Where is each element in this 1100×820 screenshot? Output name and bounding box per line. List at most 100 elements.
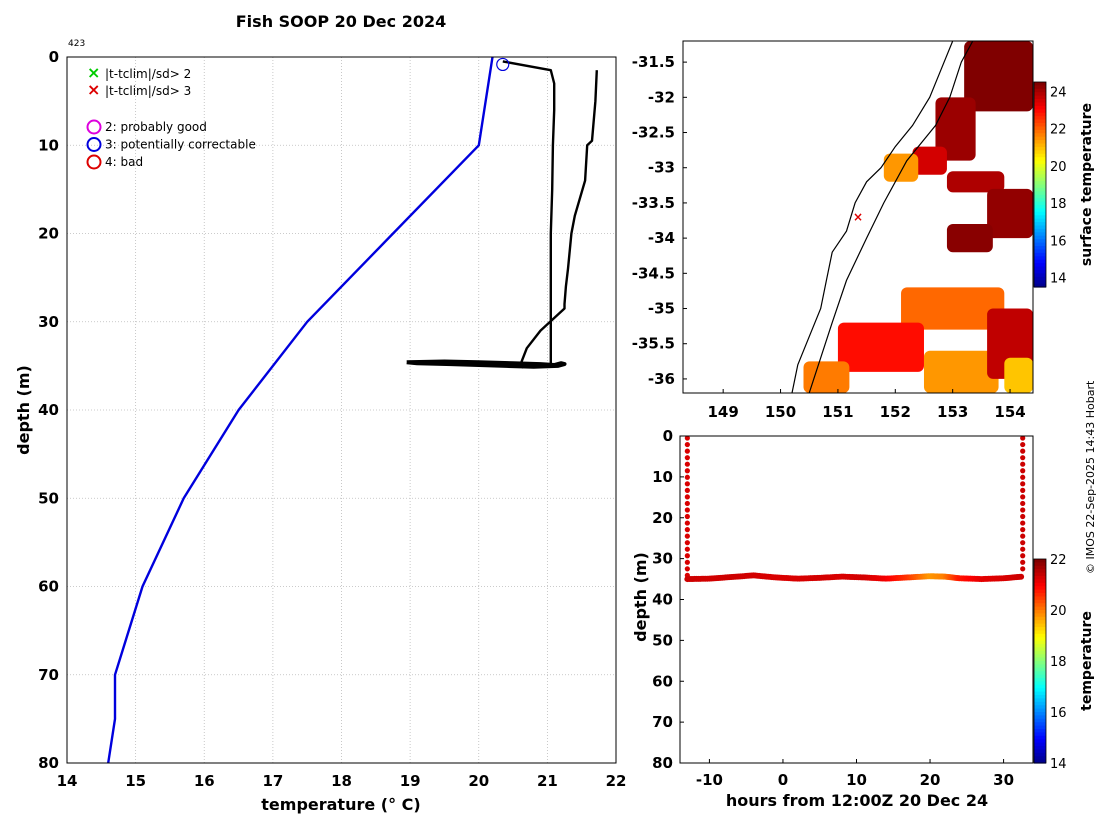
legend-qc-circle-2	[86, 154, 102, 170]
legend-qc-label-1: 3: potentially correctable	[105, 138, 256, 152]
series-profile-b	[518, 70, 598, 369]
ts-colorbar-step-29	[1034, 657, 1046, 662]
ts-colorbar-step-4	[1034, 572, 1046, 577]
map-colorbar-step-3	[1034, 92, 1046, 97]
map-colorbar-tick-0: 14	[1050, 272, 1067, 287]
map-colorbar-tick-4: 22	[1050, 123, 1067, 138]
descent-0-point	[684, 448, 690, 454]
descent-0-point	[684, 441, 690, 448]
map-colorbar-step-52	[1034, 259, 1046, 264]
ts-y-tick-5: 50	[652, 631, 673, 649]
descent-1-point	[1020, 487, 1026, 493]
map-colorbar-step-41	[1034, 222, 1046, 227]
ts-y-tick-0: 0	[663, 427, 673, 445]
descent-1-point	[1020, 507, 1026, 513]
map-colorbar-step-57	[1034, 276, 1046, 281]
sst-patch-11	[1004, 357, 1033, 393]
profile-x-ticks: 14 15 16 17 18 19 20 21 22	[57, 772, 627, 790]
map-y-tick-1: -32	[648, 88, 675, 106]
map-colorbar-step-19	[1034, 146, 1046, 151]
credit-text: © IMOS 22-Sep-2025 14:43 Hobart	[1084, 380, 1097, 574]
ts-colorbar-tick-2: 18	[1050, 655, 1067, 670]
timeseries-y-label: depth (m)	[631, 552, 650, 642]
profile-x-tick-3: 17	[262, 772, 283, 790]
descent-1-point	[1020, 441, 1026, 448]
map-colorbar-step-7	[1034, 105, 1046, 110]
ts-colorbar-step-36	[1034, 681, 1046, 686]
ts-colorbar-step-47	[1034, 718, 1046, 723]
ts-colorbar-step-48	[1034, 722, 1046, 727]
timeseries-points	[684, 435, 1026, 583]
map-colorbar-step-42	[1034, 225, 1046, 230]
map-colorbar-tick-2: 18	[1050, 197, 1067, 212]
map-colorbar-step-34	[1034, 198, 1046, 203]
legend-qc-label-0: 2: probably good	[105, 120, 207, 134]
descent-1-point	[1020, 513, 1026, 520]
map-colorbar-step-23	[1034, 160, 1046, 165]
map-y-tick-0: -31.5	[632, 53, 675, 71]
map-colorbar-step-25	[1034, 167, 1046, 172]
descent-1-point	[1020, 461, 1026, 467]
map-colorbar-step-33	[1034, 194, 1046, 199]
profile-plot: 14 15 16 17 18 19 20 21 22 0 10 20 30 40 50 60 70 80 tem…	[14, 48, 626, 814]
map-colorbar-step-12	[1034, 123, 1046, 128]
ts-colorbar-step-9	[1034, 589, 1046, 594]
ts-colorbar-tick-0: 14	[1050, 757, 1067, 772]
descent-1-point	[1020, 494, 1026, 500]
ts-colorbar-step-41	[1034, 698, 1046, 703]
ts-x-tick-1: 0	[778, 771, 788, 789]
profile-y-tick-3: 30	[38, 313, 59, 331]
coastline	[791, 41, 954, 393]
ts-colorbar-step-6	[1034, 579, 1046, 584]
map-colorbar-step-35	[1034, 201, 1046, 206]
qc-marker-potentially-correctable	[496, 57, 510, 72]
timeseries-x-label: hours from 12:00Z 20 Dec 24	[726, 791, 988, 810]
descent-0-point	[684, 461, 690, 467]
map-colorbar-step-2	[1034, 88, 1046, 93]
map-colorbar-step-36	[1034, 205, 1046, 210]
map-colorbar-step-10	[1034, 116, 1046, 121]
map-colorbar-step-28	[1034, 177, 1046, 182]
timeseries-x-ticks: -10 0 10 20 30	[696, 759, 1014, 789]
ts-colorbar-step-54	[1034, 742, 1046, 747]
sst-patch-9	[923, 350, 999, 393]
sst-patch-3	[883, 153, 919, 182]
legend-qc-label-2: 4: bad	[105, 155, 143, 169]
ts-colorbar-step-56	[1034, 749, 1046, 754]
ts-colorbar-step-8	[1034, 586, 1046, 591]
ts-colorbar-step-30	[1034, 661, 1046, 665]
profile-y-label: depth (m)	[14, 365, 33, 455]
map-colorbar-step-16	[1034, 136, 1046, 141]
profile-y-tick-6: 60	[38, 578, 59, 596]
ts-colorbar-step-0	[1034, 559, 1046, 563]
map-y-tick-6: -34.5	[632, 264, 675, 282]
map-colorbar-step-9	[1034, 112, 1046, 117]
map-y-tick-4: -33.5	[632, 194, 675, 212]
profile-x-tick-1: 15	[125, 772, 146, 790]
map-y-tick-9: -36	[648, 370, 675, 388]
descent-1-point	[1020, 474, 1026, 480]
map-colorbar-tick-5: 24	[1050, 85, 1067, 100]
map-colorbar-tick-3: 20	[1050, 160, 1067, 175]
map-colorbar-step-46	[1034, 239, 1046, 244]
profile-y-tick-0: 0	[49, 48, 59, 66]
map-colorbar-step-58	[1034, 280, 1046, 285]
sst-patch-4	[946, 171, 1005, 193]
map-colorbar-step-54	[1034, 266, 1046, 271]
sst-patch-5	[987, 188, 1033, 239]
map-colorbar-step-27	[1034, 174, 1046, 179]
profile-x-tick-8: 22	[606, 772, 627, 790]
descent-0-point	[684, 474, 690, 480]
ts-colorbar-step-13	[1034, 603, 1046, 608]
map-x-ticks: 149 150 151 152 153 154	[708, 389, 1026, 421]
descent-1-point	[1020, 546, 1026, 552]
map-lines: ×	[791, 41, 974, 393]
descent-1-point	[1020, 500, 1026, 507]
map-colorbar-step-4	[1034, 95, 1046, 100]
map-y-tick-3: -33	[648, 159, 675, 177]
ts-y-tick-2: 20	[652, 509, 673, 527]
map-x-tick-3: 152	[880, 403, 911, 421]
descent-1-point	[1020, 481, 1026, 487]
map-colorbar-step-59	[1034, 283, 1046, 288]
ts-colorbar-step-32	[1034, 667, 1046, 672]
